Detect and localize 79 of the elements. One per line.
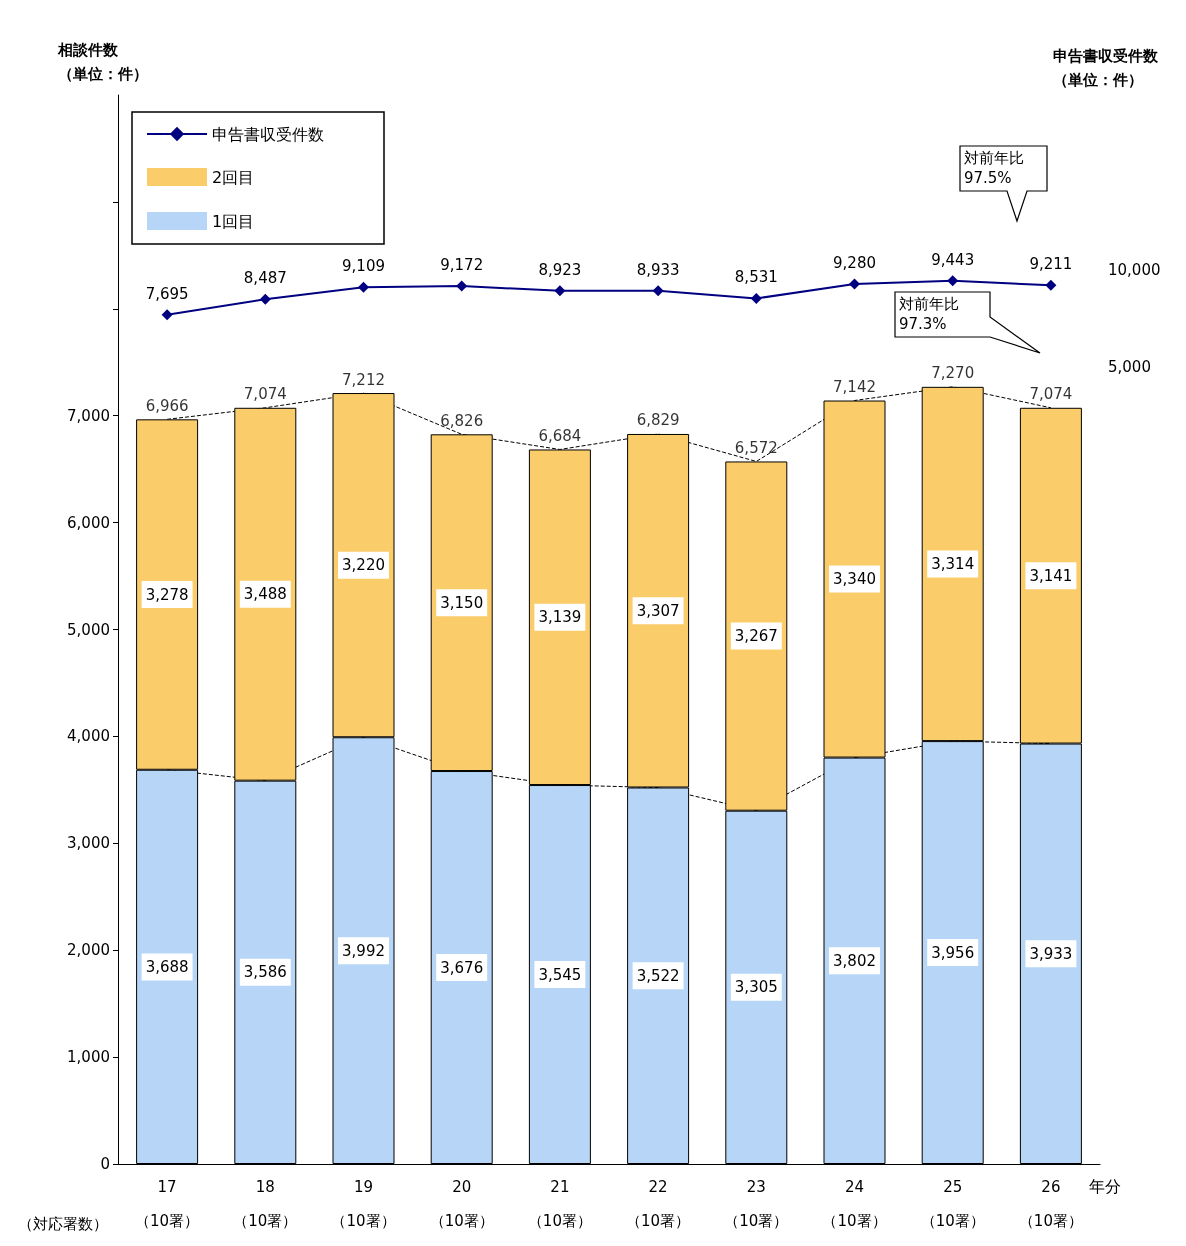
data-label: 9,211	[1029, 255, 1073, 274]
total-label: 6,829	[636, 411, 680, 430]
y-tick-label: 5,000	[67, 620, 110, 639]
total-label: 6,826	[440, 411, 484, 430]
point	[750, 292, 762, 304]
data-label: 3,992	[342, 941, 385, 960]
x-tick-label: 17（10署）	[135, 1178, 200, 1230]
data-label: 3,139	[538, 608, 582, 627]
y-tick-label: 7,000	[67, 406, 110, 425]
y-tick-label: 6,000	[67, 513, 110, 532]
data-label: 8,933	[636, 260, 680, 279]
x-tick-label: 26（10署）	[1018, 1178, 1083, 1230]
point	[554, 285, 566, 297]
annotation: 対前年比97.3%	[898, 293, 959, 334]
data-label: 3,488	[243, 585, 287, 604]
point	[358, 281, 369, 293]
data-label: 9,172	[440, 256, 484, 275]
data-label: 3,545	[538, 965, 582, 984]
y-tick-label: 4,000	[67, 727, 110, 746]
point	[259, 293, 271, 305]
y-axis-title: 相談件数（単位：件）	[57, 41, 148, 83]
point	[947, 275, 959, 287]
total-label: 7,212	[342, 370, 385, 389]
point	[161, 309, 173, 321]
data-label: 7,695	[145, 284, 189, 303]
x-tick-label: 19（10署）	[331, 1178, 396, 1230]
x-tick-label: 25（10署）	[920, 1178, 985, 1230]
data-label: 3,688	[145, 957, 189, 976]
total-label: 6,684	[538, 426, 582, 445]
data-label: 3,340	[833, 570, 876, 589]
data-label: 3,220	[342, 556, 385, 575]
point	[652, 285, 664, 297]
total-label: 6,966	[145, 396, 189, 415]
data-label: 3,933	[1029, 944, 1073, 963]
legend-label: 2回目	[212, 167, 255, 187]
data-label: 9,443	[931, 250, 975, 269]
data-label: 3,956	[931, 943, 975, 962]
x-tick-label: 23（10署）	[724, 1178, 789, 1230]
data-label: 3,267	[734, 627, 778, 646]
y-tick-label: 0	[100, 1155, 110, 1173]
data-label: 3,278	[145, 585, 189, 604]
point	[849, 278, 860, 290]
data-label: 3,586	[243, 963, 287, 982]
y-tick-label: 1,000	[67, 1048, 110, 1067]
x-tick-label: 24（10署）	[822, 1178, 887, 1230]
point	[1045, 279, 1057, 291]
x-tick-label: 20（10署）	[429, 1178, 494, 1230]
total-label: 7,074	[1029, 385, 1073, 404]
y-tick-label: 2,000	[67, 941, 110, 960]
y2-tick-label: 5,000	[1108, 358, 1151, 377]
data-label: 8,923	[538, 260, 582, 279]
data-label: 9,280	[833, 253, 876, 272]
legend-label: 申告書収受件数	[212, 124, 324, 144]
total-label: 7,074	[243, 385, 287, 404]
data-label: 3,141	[1029, 566, 1073, 585]
data-label: 3,150	[440, 593, 484, 612]
y2-tick-label: 10,000	[1108, 260, 1161, 279]
data-label: 3,307	[636, 601, 680, 620]
data-label: 9,109	[342, 257, 385, 276]
legend-label: 1回目	[212, 211, 255, 231]
y2-axis-title: 申告書収受件数（単位：件）	[1053, 47, 1159, 89]
text: （対応署数）	[18, 1214, 108, 1233]
data-label: 3,314	[931, 554, 975, 573]
data-label: 3,305	[734, 978, 778, 997]
data-label: 8,531	[734, 268, 778, 287]
data-label: 3,522	[636, 966, 680, 985]
annotation: 対前年比97.5%	[963, 148, 1024, 189]
x-tick-label: 21（10署）	[527, 1178, 592, 1230]
data-label: 3,802	[833, 951, 876, 970]
total-label: 7,270	[931, 364, 975, 383]
point	[456, 280, 468, 292]
data-label: 3,676	[440, 958, 484, 977]
total-label: 7,142	[833, 378, 876, 397]
total-label: 6,572	[734, 438, 778, 457]
x-tick-label: 18（10署）	[233, 1178, 298, 1230]
x-tick-label: 22（10署）	[626, 1178, 691, 1230]
x-axis-title: 年分	[1088, 1176, 1121, 1196]
y-tick-label: 3,000	[67, 834, 110, 853]
data-label: 8,487	[243, 269, 287, 288]
